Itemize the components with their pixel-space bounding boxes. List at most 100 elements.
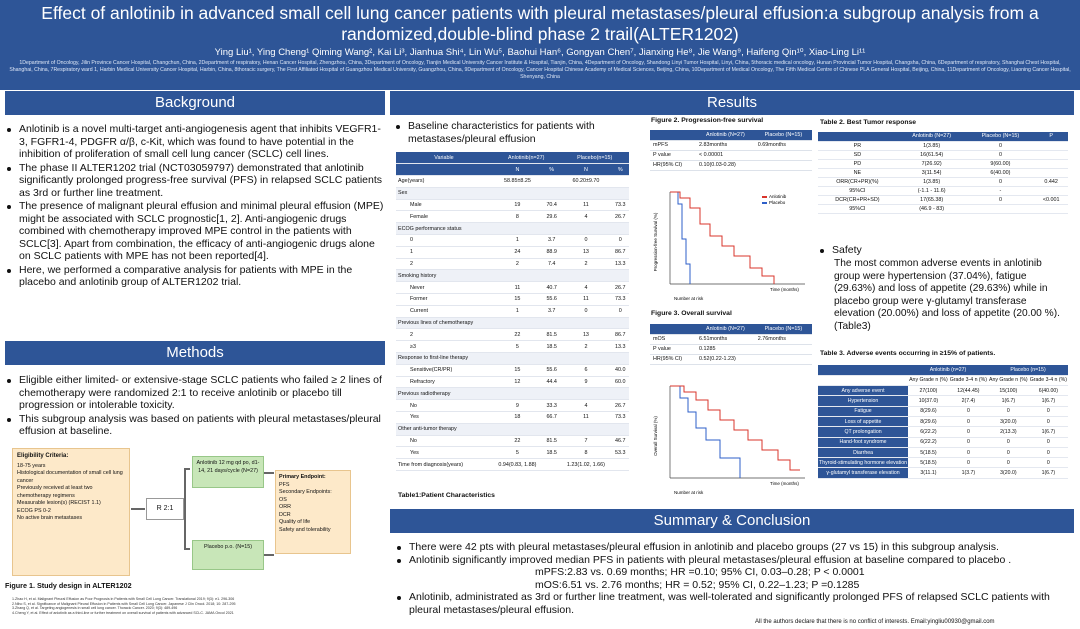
table-row: Current 1 3.7 0 0	[396, 305, 629, 318]
table-row: Refractory 12 44.4 9 60.0	[396, 376, 629, 389]
table-cell: 11	[491, 281, 543, 295]
table-row: No 9 33.3 4 26.7	[396, 399, 629, 413]
table-cell: 10(37.0)	[908, 395, 949, 407]
eligibility-box: Eligibility Criteria: 18-75 years Histol…	[12, 448, 130, 576]
table-cell	[560, 387, 612, 401]
table-cell: 0	[611, 305, 629, 318]
table-row: Any Grade n (%) Grade 3-4 n (%) Any Grade …	[818, 375, 1068, 387]
anlotinib-arm-box: Anlotinib 12 mg qd po, d1-14, 21 days/cy…	[192, 456, 264, 488]
table-cell: 19	[491, 199, 543, 212]
table-cell: 0.52(0.22-1.23)	[695, 354, 755, 365]
endpoint-item: DCR	[279, 511, 291, 518]
table-row: Fatigue 8(29.6) 0 0 0	[818, 406, 1068, 417]
table-cell: 0	[966, 195, 1035, 205]
table-cell: 5	[491, 340, 543, 354]
table-row: Former 15 55.6 11 73.3	[396, 293, 629, 306]
background-bullet: The presence of malignant pleural effusi…	[5, 200, 385, 263]
table-cell: Hand-foot syndrome	[818, 437, 909, 448]
table-cell: 66.7	[542, 411, 561, 424]
background-bullet: Here, we performed a comparative analysi…	[5, 264, 385, 289]
table-cell: 0	[988, 437, 1029, 448]
table-row: Never 11 40.7 4 26.7	[396, 281, 629, 295]
methods-heading: Methods	[5, 341, 385, 365]
table-cell	[754, 150, 812, 161]
table-cell: 0	[966, 177, 1035, 187]
table-cell: 2	[560, 340, 612, 354]
table-cell: Current	[396, 305, 492, 318]
table-cell: 2	[396, 328, 492, 342]
table-cell: 6.51months	[695, 334, 755, 345]
table-cell	[754, 344, 812, 355]
table-cell: 40.0	[611, 364, 629, 377]
table-cell: Loss of appetite	[818, 416, 909, 428]
table-cell	[611, 175, 629, 188]
table-cell: Any Grade n (%)	[988, 375, 1029, 387]
table-cell: 5	[491, 446, 543, 460]
table-cell: 0	[966, 150, 1035, 160]
table-row: 1 24 88.9 13 86.7	[396, 246, 629, 259]
table-cell: 1	[491, 305, 543, 318]
table-cell	[491, 269, 543, 283]
table-row: HR(95% CI) 0.10(0.03-0.28)	[650, 160, 812, 171]
table-row: Response to first-line therapy	[396, 352, 629, 365]
endpoint-item: Secondary Endpoints:	[279, 489, 332, 495]
table-cell: 1	[491, 234, 543, 247]
table-cell: %	[542, 163, 561, 177]
table-cell: 40.7	[542, 281, 561, 295]
table-cell: Anlotinib(n=27)	[491, 152, 561, 165]
table-cell	[818, 365, 909, 376]
randomize-box: R 2:1	[146, 498, 184, 520]
legend-anlotinib: Anlotinib	[769, 194, 787, 199]
summary-bullet: There were 42 pts with pleural metastase…	[395, 541, 1070, 554]
table-row: 2 2 7.4 2 13.3	[396, 258, 629, 271]
table-cell	[650, 130, 696, 141]
table-cell	[611, 423, 629, 436]
table-cell: 2	[560, 258, 612, 271]
table-cell: 1(6.7)	[1028, 395, 1068, 407]
table1-patient-characteristics: Variable Anlotinib(n=27) Placebo(n=15) N% N%…	[396, 152, 629, 472]
table-cell	[491, 423, 543, 436]
table-cell: 6(40.00)	[1028, 385, 1068, 397]
table-cell: 13	[560, 328, 612, 342]
author-list: Ying Liu¹, Ying Cheng¹ Qiming Wang², Kai…	[214, 47, 866, 58]
table-cell: PR	[818, 141, 897, 151]
os-ylabel: Overall Survival (%)	[653, 416, 658, 456]
table-cell: 12(44.45)	[948, 385, 989, 397]
table-cell: 33.3	[542, 399, 561, 413]
table-cell: 2.76months	[754, 334, 812, 345]
table-cell: Variable	[396, 152, 492, 165]
table-cell	[1034, 204, 1068, 214]
table-cell	[818, 375, 909, 387]
endpoints-box: Primary Endpoint: PFS Secondary Endpoint…	[275, 470, 351, 554]
table-cell: %	[611, 163, 629, 177]
table-cell: Placebo(n=15)	[560, 152, 629, 165]
table-cell: 15	[491, 364, 543, 377]
eligibility-item: Previously received at least two chemoth…	[17, 485, 93, 499]
table-cell: 26.7	[611, 210, 629, 224]
table-cell: 81.5	[542, 328, 561, 342]
table-cell: PD	[818, 159, 897, 169]
placebo-arm-box: Placebo p.o. (N=15)	[192, 540, 264, 570]
table-cell: 6(22.2)	[908, 437, 949, 448]
table-cell	[542, 458, 561, 472]
table-cell: Grade 3-4 n (%)	[1028, 375, 1068, 387]
table-cell: Sex	[396, 187, 492, 200]
table-cell: 13	[560, 246, 612, 259]
table-cell: γ-glutamyl transferase elevation	[818, 467, 909, 479]
table-cell: Age(years)	[396, 175, 492, 188]
table-cell	[1034, 141, 1068, 151]
endpoint-item: Quality of life	[279, 519, 311, 525]
legend-placebo: Placebo	[769, 200, 786, 205]
table-cell: 3.7	[542, 305, 561, 318]
table-cell: 55.6	[542, 293, 561, 306]
table-cell: 2	[396, 258, 492, 271]
table-cell: Other anti-tumor therapy	[396, 423, 492, 436]
table-cell: 73.3	[611, 199, 629, 212]
baseline-list: Baseline characteristics for patients wi…	[394, 120, 634, 146]
pfs-anlotinib-curve	[670, 191, 775, 284]
table-cell: 0	[948, 447, 989, 459]
table-cell: 18.5	[542, 446, 561, 460]
table-cell: 4	[560, 399, 612, 413]
table-cell: 0.1285	[695, 344, 755, 355]
table-row: Female 8 29.6 4 26.7	[396, 210, 629, 224]
